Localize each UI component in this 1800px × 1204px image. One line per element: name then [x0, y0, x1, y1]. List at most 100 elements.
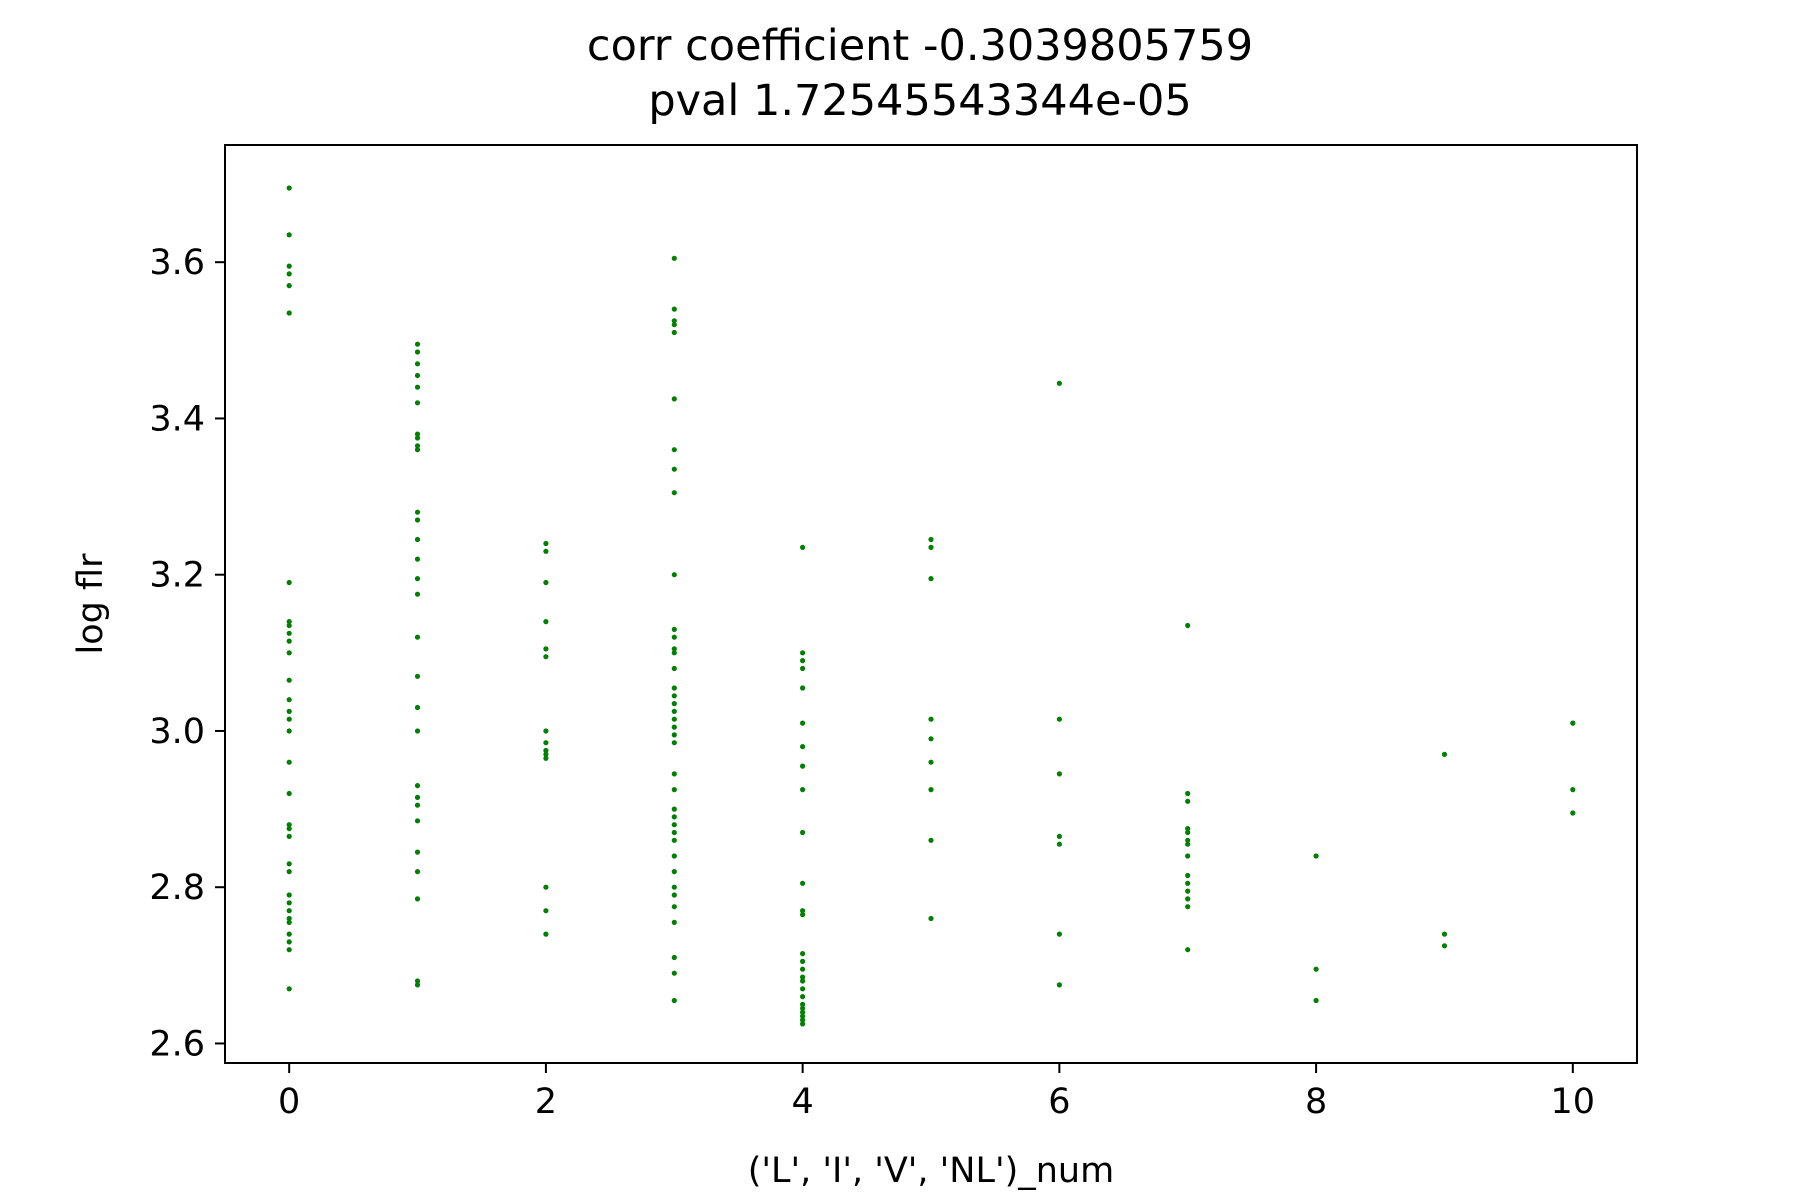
data-point — [800, 974, 806, 980]
data-point — [286, 900, 292, 906]
data-point — [928, 837, 934, 843]
data-point — [286, 869, 292, 875]
data-point — [414, 634, 421, 640]
data-point — [286, 708, 292, 715]
data-point — [800, 763, 806, 769]
data-point — [671, 822, 677, 828]
data-point — [1441, 943, 1448, 949]
data-point — [286, 263, 292, 269]
data-point — [543, 908, 549, 914]
data-point — [414, 361, 421, 367]
data-point — [928, 544, 934, 551]
data-point — [671, 771, 677, 777]
data-point — [671, 892, 677, 898]
data-point — [671, 919, 677, 926]
data-point — [414, 802, 421, 808]
data-point — [414, 509, 421, 515]
x-tick-label: 0 — [278, 1082, 300, 1122]
data-point — [1056, 716, 1062, 722]
data-point — [671, 997, 677, 1004]
data-point — [928, 576, 934, 582]
chart-title-line-2: pval 1.72545543344e-05 — [648, 76, 1191, 126]
data-point — [414, 576, 421, 582]
data-point — [543, 548, 549, 554]
data-point — [800, 966, 806, 972]
data-point — [671, 329, 677, 336]
data-point — [286, 759, 292, 765]
x-axis-label: ('L', 'I', 'V', 'NL')_num — [748, 1151, 1114, 1191]
y-tick-label: 3.0 — [149, 712, 205, 752]
data-point — [286, 861, 292, 867]
data-point — [286, 271, 292, 277]
data-point — [543, 740, 549, 746]
data-point — [1570, 810, 1576, 816]
data-point — [671, 685, 677, 691]
data-point — [414, 400, 421, 406]
data-point — [543, 540, 549, 547]
data-point — [671, 701, 677, 707]
data-point — [1056, 771, 1062, 777]
data-point — [800, 829, 806, 836]
data-points — [286, 185, 1576, 1027]
data-point — [800, 1017, 806, 1023]
data-point — [671, 869, 677, 875]
data-point — [1185, 798, 1191, 804]
data-point — [286, 833, 292, 840]
chart-title-line-1: corr coefficient -0.3039805759 — [587, 21, 1253, 71]
data-point — [1185, 837, 1191, 843]
data-point — [1441, 751, 1448, 758]
data-point — [543, 579, 549, 586]
data-point — [671, 693, 677, 699]
data-point — [286, 939, 292, 945]
data-point — [671, 716, 677, 722]
data-point — [671, 447, 677, 453]
data-point — [1056, 931, 1062, 937]
data-point — [414, 435, 421, 441]
data-point — [671, 970, 677, 976]
data-point — [800, 958, 806, 965]
data-point — [800, 720, 806, 726]
data-point — [286, 579, 292, 586]
data-point — [414, 431, 421, 437]
data-point — [928, 736, 934, 742]
y-tick-label: 3.4 — [149, 399, 205, 439]
data-point — [671, 646, 677, 652]
x-tick-label: 2 — [535, 1082, 557, 1122]
data-point — [414, 869, 421, 875]
data-point — [1185, 947, 1191, 953]
data-point — [1185, 829, 1191, 836]
data-point — [1570, 720, 1576, 726]
data-point — [800, 978, 806, 984]
axis-ticks: 0 2 4 6 8 10 2.6 2.8 3.0 3.2 3.4 3.6 — [149, 243, 1595, 1122]
data-point — [543, 755, 549, 761]
data-point — [1570, 787, 1576, 793]
data-point — [800, 912, 806, 918]
data-point — [543, 646, 549, 652]
data-point — [800, 665, 806, 672]
data-point — [671, 884, 677, 890]
data-point — [414, 783, 421, 789]
data-point — [286, 716, 292, 722]
y-tick-label: 3.2 — [149, 556, 205, 596]
data-point — [414, 982, 421, 988]
data-point — [928, 716, 934, 722]
data-point — [543, 654, 549, 660]
data-point — [671, 572, 677, 578]
data-point — [671, 829, 677, 836]
data-point — [800, 986, 806, 992]
data-point — [1185, 790, 1191, 797]
data-point — [1313, 966, 1319, 972]
data-point — [286, 728, 292, 734]
data-point — [414, 447, 421, 453]
data-point — [286, 622, 292, 629]
data-point — [286, 826, 292, 832]
data-point — [543, 747, 549, 754]
data-point — [414, 591, 421, 597]
data-point — [800, 1009, 806, 1015]
data-point — [800, 685, 806, 691]
data-point — [286, 822, 292, 828]
data-point — [671, 490, 677, 496]
data-point — [286, 947, 292, 953]
data-point — [671, 665, 677, 672]
x-tick-label: 6 — [1048, 1082, 1070, 1122]
